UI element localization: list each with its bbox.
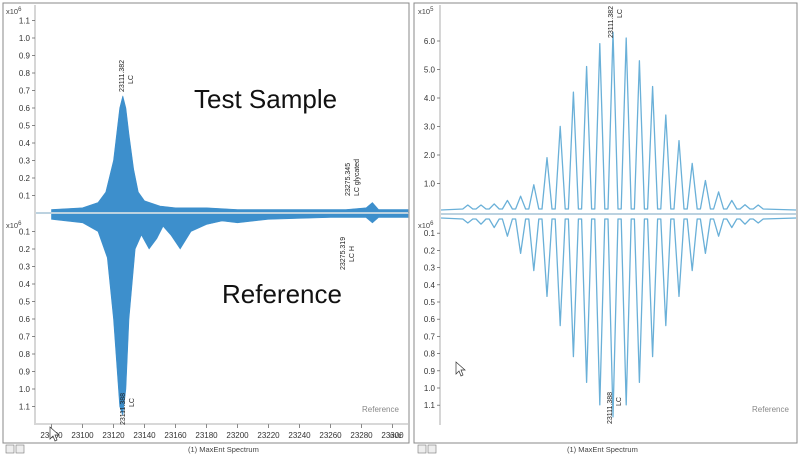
right-spectrum-label: (1) MaxEnt Spectrum xyxy=(567,445,638,454)
left-top-y-tick-label: 0.4 xyxy=(19,139,31,148)
left-top-main-annotation: 23111.382 LC xyxy=(119,60,135,92)
right-top-y-tick-label: 3.0 xyxy=(424,123,436,132)
right-top-spectrum xyxy=(440,31,797,211)
right-bottom-spectrum xyxy=(440,217,797,418)
left-bottom-y-tick-label: 0.8 xyxy=(19,350,31,359)
left-spectrum-label: (1) MaxEnt Spectrum xyxy=(188,445,259,454)
left-bottom-main-mz: 23111.388 xyxy=(120,393,127,425)
right-top-main-mz: 23111.382 xyxy=(608,6,615,38)
left-bottom-y-tick-label: 0.2 xyxy=(19,245,31,254)
right-bottom-y-tick-label: 0.7 xyxy=(424,332,436,341)
left-top-y-tick-label: 0.8 xyxy=(19,69,31,78)
left-bottom-y-tick-label: 0.5 xyxy=(19,298,31,307)
left-bottom-y-tick-label: 0.3 xyxy=(19,263,31,272)
left-x-tick-label: 23200 xyxy=(226,431,249,440)
right-bottom-main-mz: 23111.388 xyxy=(607,392,614,424)
cursor-icon xyxy=(455,361,466,377)
right-bottom-main-annotation: 23111.388 LC xyxy=(607,392,623,424)
left-top-area xyxy=(51,95,409,214)
right-reference-corner-label: Reference xyxy=(752,405,789,414)
right-bottom-y-tick-label: 0.2 xyxy=(424,246,436,255)
right-top-y-tick-label: 4.0 xyxy=(424,94,436,103)
left-x-tick-label: 23180 xyxy=(195,431,218,440)
reference-label: Reference xyxy=(222,279,342,309)
left-top-spectrum xyxy=(51,95,409,214)
left-bottom-y-tick-label: 0.4 xyxy=(19,280,31,289)
left-x-tick-label: 23300 xyxy=(381,431,404,440)
left-top-y-tick-label: 0.7 xyxy=(19,87,31,96)
right-top-main-annotation: 23111.382 LC xyxy=(608,6,624,38)
left-bottom-secondary-mz: 23275.319 xyxy=(340,237,347,270)
left-x-tick-label: 23120 xyxy=(102,431,125,440)
right-bottom-exponent: x106 xyxy=(418,221,434,230)
left-top-y-tick-label: 0.1 xyxy=(19,192,31,201)
left-top-y-tick-label: 0.9 xyxy=(19,52,31,61)
left-bottom-y-tick-label: 0.6 xyxy=(19,315,31,324)
right-top-y-tick-label: 5.0 xyxy=(424,66,436,75)
left-toolbar-icon[interactable] xyxy=(5,444,25,454)
left-x-tick-label: 23240 xyxy=(288,431,311,440)
left-top-main-tag: LC xyxy=(128,75,135,84)
right-bottom-y-tick-label: 1.0 xyxy=(424,384,436,393)
right-bottom-y-tick-label: 0.9 xyxy=(424,367,436,376)
right-bottom-y-tick-label: 0.6 xyxy=(424,315,436,324)
left-top-y-axis: 0.1 0.2 0.3 0.4 0.5 0.6 0.7 0.8 0.9 1.0 1.1 xyxy=(19,17,35,201)
left-x-tick-label: 23100 xyxy=(71,431,94,440)
left-bottom-main-tag: LC xyxy=(129,398,136,407)
right-bottom-y-tick-label: 0.8 xyxy=(424,350,436,359)
left-bottom-y-tick-label: 1.0 xyxy=(19,385,31,394)
left-top-y-tick-label: 0.5 xyxy=(19,122,31,131)
left-x-tick-label: 23260 xyxy=(319,431,342,440)
left-top-y-tick-label: 0.2 xyxy=(19,174,31,183)
left-bottom-y-tick-label: 0.9 xyxy=(19,368,31,377)
left-bottom-y-tick-label: 0.1 xyxy=(19,228,31,237)
test-sample-label: Test Sample xyxy=(194,84,337,114)
right-top-y-axis: 1.0 2.0 3.0 4.0 5.0 6.0 xyxy=(424,37,440,189)
left-bottom-spectrum xyxy=(51,213,409,416)
left-bottom-y-tick-label: 0.7 xyxy=(19,333,31,342)
right-top-y-tick-label: 6.0 xyxy=(424,37,436,46)
right-bottom-y-tick-label: 0.5 xyxy=(424,298,436,307)
right-bottom-y-axis: 0.1 0.2 0.3 0.4 0.5 0.6 0.7 0.8 0.9 1.0 1.1 xyxy=(424,229,440,410)
left-bottom-secondary-annotation: 23275.319 LC H xyxy=(340,237,356,270)
left-bottom-main-annotation: 23111.388 LC xyxy=(120,393,136,425)
left-top-glycated-mz: 23275.345 xyxy=(345,163,352,196)
left-x-tick-label: 23220 xyxy=(257,431,280,440)
right-top-y-tick-label: 1.0 xyxy=(424,180,436,189)
left-x-unit: m/z xyxy=(390,431,402,440)
cursor-icon xyxy=(49,426,60,442)
left-top-glycated-tag: LC glycated xyxy=(354,159,361,196)
right-toolbar-icon[interactable] xyxy=(417,444,437,454)
left-x-tick-label: 23160 xyxy=(164,431,187,440)
left-bottom-y-axis: 0.1 0.2 0.3 0.4 0.5 0.6 0.7 0.8 0.9 1.0 1.1 xyxy=(19,228,35,412)
right-panel-frame xyxy=(413,2,798,444)
left-top-exponent: x106 xyxy=(6,7,22,16)
left-top-main-mz: 23111.382 xyxy=(119,60,126,92)
left-bottom-secondary-tag: LC H xyxy=(349,246,356,262)
left-bottom-exponent: x106 xyxy=(6,221,22,230)
left-bottom-area xyxy=(51,213,409,416)
left-top-y-tick-label: 0.3 xyxy=(19,157,31,166)
left-bottom-y-tick-label: 1.1 xyxy=(19,403,31,412)
right-bottom-y-tick-label: 0.3 xyxy=(424,264,436,273)
right-bottom-main-tag: LC xyxy=(616,397,623,406)
right-top-y-tick-label: 2.0 xyxy=(424,151,436,160)
left-top-glycated-annotation: 23275.345 LC glycated xyxy=(345,159,361,196)
left-reference-corner-label: Reference xyxy=(362,405,399,414)
left-top-y-tick-label: 0.6 xyxy=(19,104,31,113)
right-top-main-tag: LC xyxy=(617,9,624,18)
left-x-tick-label: 23140 xyxy=(133,431,156,440)
right-top-exponent: x105 xyxy=(418,7,434,16)
left-x-tick-label: 23280 xyxy=(350,431,373,440)
left-top-y-tick-label: 1.0 xyxy=(19,34,31,43)
right-bottom-y-tick-label: 0.1 xyxy=(424,229,436,238)
right-bottom-y-tick-label: 0.4 xyxy=(424,281,436,290)
left-top-y-tick-label: 1.1 xyxy=(19,17,31,26)
right-bottom-y-tick-label: 1.1 xyxy=(424,401,436,410)
